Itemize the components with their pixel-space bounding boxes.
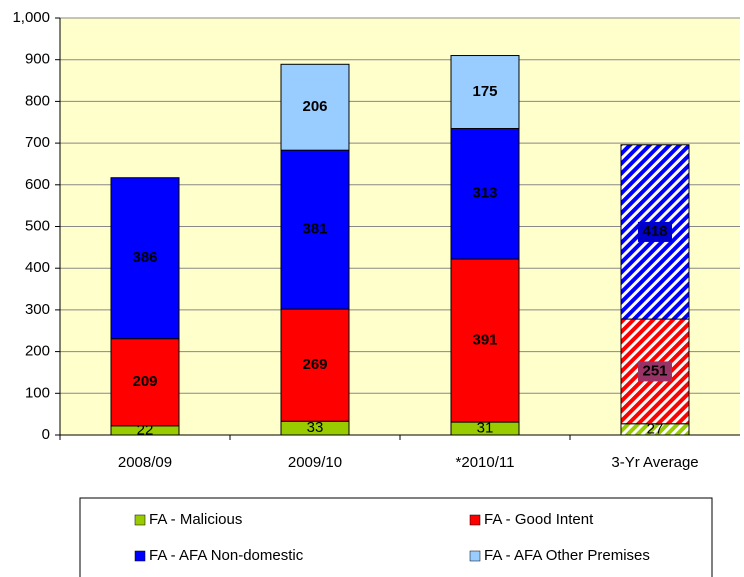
bar-segment xyxy=(110,177,180,340)
legend-swatch xyxy=(469,550,481,562)
y-tick-label: 400 xyxy=(25,259,50,276)
value-label: 269 xyxy=(302,356,327,373)
x-tick-label: *2010/11 xyxy=(456,454,515,471)
legend-box xyxy=(79,497,713,577)
bar-segment xyxy=(280,63,350,151)
y-tick-label: 700 xyxy=(25,134,50,151)
value-label: 381 xyxy=(302,221,327,238)
y-tick-label: 500 xyxy=(25,217,50,234)
value-label: 391 xyxy=(472,332,497,349)
value-label: 418 xyxy=(642,223,667,240)
y-tick-label: 200 xyxy=(25,343,50,360)
value-label: 31 xyxy=(477,420,494,437)
bar-segment xyxy=(280,308,350,422)
legend-label: FA - Good Intent xyxy=(484,511,594,528)
legend-label: FA - Malicious xyxy=(149,511,242,528)
x-tick-label: 2008/09 xyxy=(118,454,172,471)
y-tick-label: 300 xyxy=(25,301,50,318)
y-tick-label: 800 xyxy=(25,92,50,109)
value-label-bg xyxy=(638,221,672,242)
x-tick-label: 2009/10 xyxy=(288,454,342,471)
x-tick-label: 3-Yr Average xyxy=(611,454,698,471)
legend-swatch xyxy=(469,514,481,526)
bar-segment xyxy=(280,149,350,310)
legend-swatch xyxy=(134,550,146,562)
legend-label: FA - AFA Other Premises xyxy=(484,547,650,564)
value-label: 175 xyxy=(472,83,497,100)
legend-label: FA - AFA Non-domestic xyxy=(149,547,304,564)
legend-swatch xyxy=(134,514,146,526)
value-label: 33 xyxy=(307,419,324,436)
value-label: 251 xyxy=(642,362,667,379)
value-label: 27 xyxy=(647,420,664,437)
bar-segment xyxy=(110,338,180,427)
bar-segment xyxy=(450,128,520,260)
value-label: 206 xyxy=(302,98,327,115)
value-label: 313 xyxy=(472,185,497,202)
value-label: 386 xyxy=(132,249,157,266)
y-tick-label: 900 xyxy=(25,51,50,68)
y-tick-label: 600 xyxy=(25,176,50,193)
y-tick-label: 100 xyxy=(25,384,50,401)
bar-segment xyxy=(450,55,520,130)
value-label: 209 xyxy=(132,373,157,390)
y-tick-label: 0 xyxy=(42,426,50,443)
value-label-bg xyxy=(638,361,672,382)
y-tick-label: 1,000 xyxy=(12,9,50,26)
